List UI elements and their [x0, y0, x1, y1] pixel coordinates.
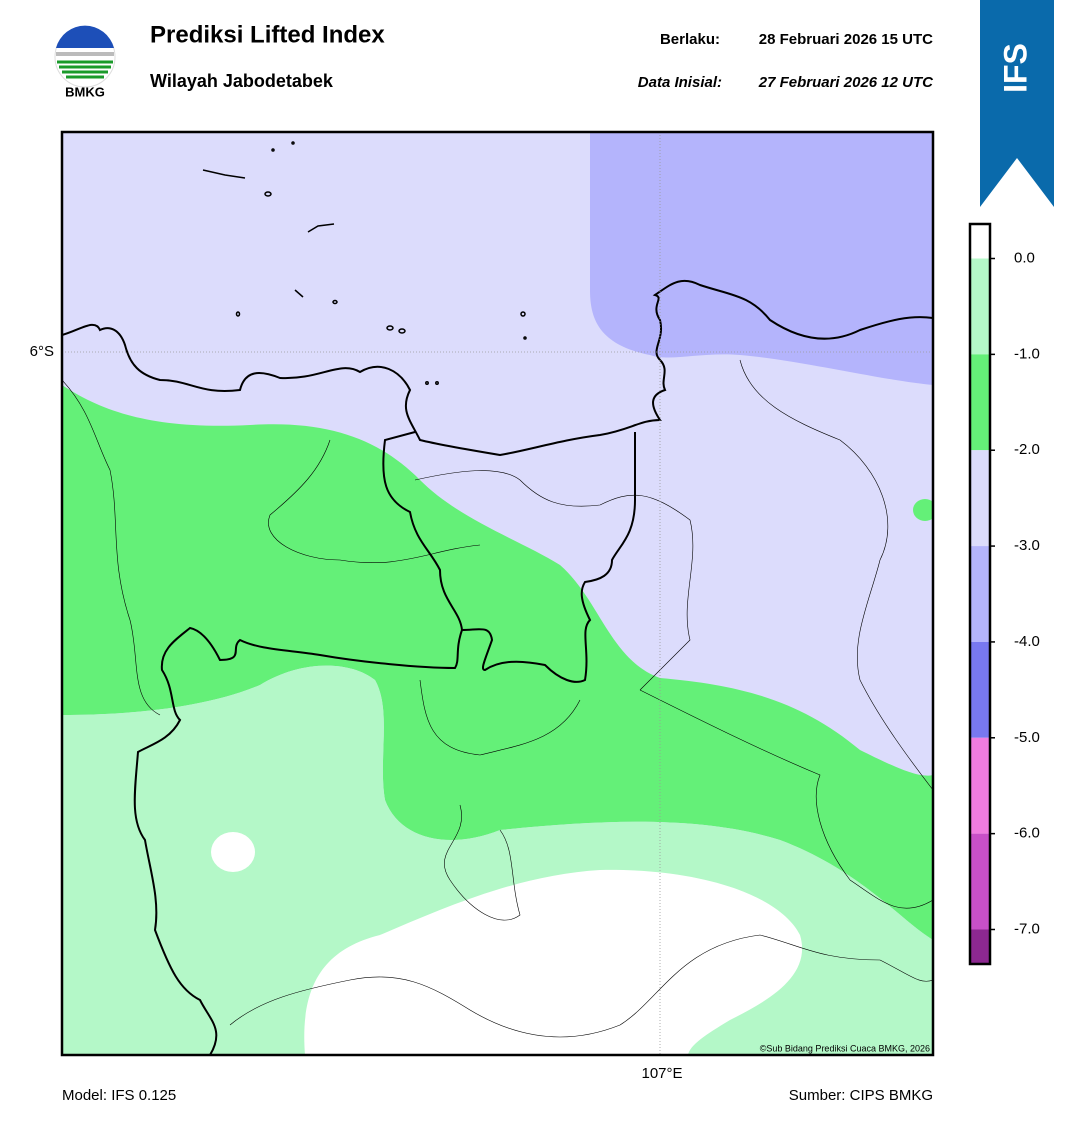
- colorbar-segment: [970, 258, 990, 355]
- valid-time: 28 Februari 2026 15 UTC: [759, 31, 933, 48]
- colorbar-tick-label: 0.0: [1014, 249, 1035, 266]
- colorbar: 0.0 -1.0 -2.0 -3.0 -4.0 -5.0 -6.0 -7.0: [968, 222, 1040, 966]
- colorbar-tick-label: -7.0: [1014, 920, 1040, 937]
- model-text: Model: IFS 0.125: [62, 1087, 176, 1104]
- lon-label: 107°E: [641, 1065, 682, 1082]
- map-frame: [60, 130, 935, 1057]
- colorbar-segment: [970, 354, 990, 451]
- colorbar-tick-label: -3.0: [1014, 537, 1040, 554]
- map-area: ©Sub Bidang Prediksi Cuaca BMKG, 2026: [62, 132, 933, 1055]
- colorbar-tick-label: -6.0: [1014, 825, 1040, 842]
- bmkg-logo: BMKG: [54, 25, 116, 99]
- lat-label: 6°S: [30, 343, 54, 360]
- colorbar-tick-label: -2.0: [1014, 441, 1040, 458]
- source-text: Sumber: CIPS BMKG: [789, 1087, 933, 1104]
- colorbar-segment: [970, 737, 990, 834]
- logo-text: BMKG: [65, 84, 105, 99]
- colorbar-segment: [970, 224, 990, 259]
- credit: ©Sub Bidang Prediksi Cuaca BMKG, 2026: [760, 1043, 930, 1053]
- subtitle: Wilayah Jabodetabek: [150, 71, 334, 91]
- init-time: 27 Februari 2026 12 UTC: [758, 74, 934, 91]
- init-label: Data Inisial:: [638, 74, 722, 91]
- colorbar-segment: [970, 641, 990, 738]
- colorbar-tick-label: -4.0: [1014, 633, 1040, 650]
- badge-text: IFS: [997, 43, 1033, 93]
- colorbar-segment: [970, 929, 990, 964]
- colorbar-frame: [968, 222, 992, 966]
- valid-label: Berlaku:: [660, 31, 720, 48]
- colorbar-segment: [970, 450, 990, 547]
- colorbar-tick-label: -1.0: [1014, 345, 1040, 362]
- ifs-badge: [980, 0, 1054, 207]
- colorbar-segment: [970, 546, 990, 642]
- colorbar-tick-label: -5.0: [1014, 729, 1040, 746]
- colorbar-segment: [970, 833, 990, 930]
- title: Prediksi Lifted Index: [150, 21, 385, 48]
